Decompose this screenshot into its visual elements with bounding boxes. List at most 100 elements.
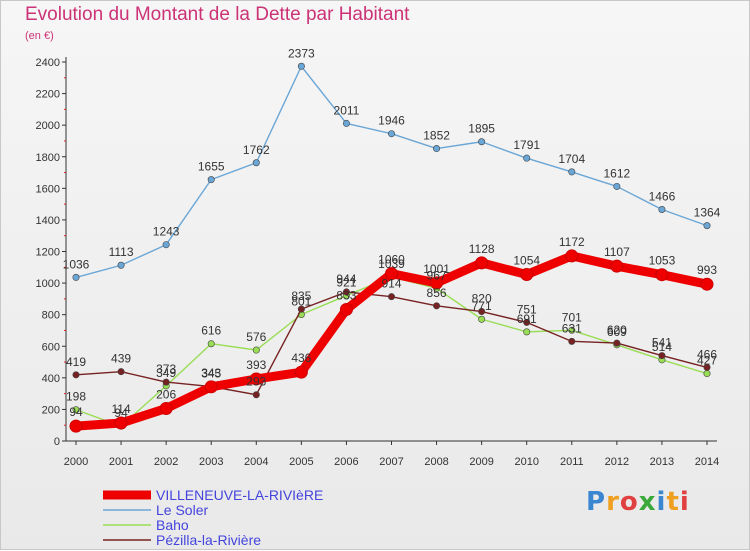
legend-label: Le Soler <box>156 502 208 518</box>
data-label: 835 <box>291 289 311 303</box>
data-label: 921 <box>336 276 356 290</box>
data-point <box>207 176 215 184</box>
data-point <box>72 371 80 379</box>
legend-label: Pézilla-la-Rivière <box>156 532 261 548</box>
data-point <box>430 276 444 290</box>
data-point <box>478 138 486 146</box>
data-label: 1113 <box>109 245 134 259</box>
data-label: 691 <box>517 312 537 326</box>
data-label: 833 <box>336 288 356 302</box>
data-label: 1001 <box>423 262 450 276</box>
data-label: 1704 <box>558 152 585 166</box>
data-label: 771 <box>472 299 492 313</box>
data-point <box>69 419 83 433</box>
data-point <box>117 368 125 376</box>
data-point <box>294 365 308 379</box>
y-tick-label: 1600 <box>36 183 60 195</box>
data-point <box>568 337 576 345</box>
data-point <box>613 339 621 347</box>
data-point <box>568 326 576 334</box>
data-label: 1036 <box>63 257 90 271</box>
data-point <box>252 346 260 354</box>
x-tick-label: 2008 <box>424 456 448 468</box>
y-tick-label: 1200 <box>36 247 60 259</box>
x-tick-label: 2014 <box>695 456 719 468</box>
data-label: 1612 <box>604 166 631 180</box>
legend-label: VILLENEUVE-LA-RIVIèRE <box>156 487 323 503</box>
data-point <box>342 288 350 296</box>
data-label: 1791 <box>513 138 540 152</box>
data-label: 1060 <box>378 253 405 267</box>
x-tick-label: 2006 <box>334 456 358 468</box>
data-label: 206 <box>156 387 176 401</box>
y-tick-label: 1800 <box>36 152 60 164</box>
x-tick-label: 2012 <box>605 456 629 468</box>
x-tick-label: 2003 <box>199 456 223 468</box>
data-point <box>252 391 260 399</box>
chart-title: Evolution du Montant de la Dette par Hab… <box>25 4 410 25</box>
data-point <box>475 256 489 270</box>
data-label: 914 <box>381 277 401 291</box>
data-label: 620 <box>607 323 627 337</box>
data-label: 198 <box>66 390 86 404</box>
data-label: 967 <box>427 268 447 282</box>
y-tick-label: 800 <box>42 310 60 322</box>
data-label: 1946 <box>378 114 405 128</box>
data-point <box>658 205 666 213</box>
x-tick-label: 2005 <box>289 456 313 468</box>
data-label: 1054 <box>513 254 540 268</box>
data-label: 993 <box>697 263 717 277</box>
y-tick-label: 2200 <box>36 89 60 101</box>
data-point <box>523 318 531 326</box>
data-label: 436 <box>291 351 311 365</box>
data-label: 1053 <box>649 254 676 268</box>
y-tick-label: 400 <box>42 373 60 385</box>
data-point <box>610 259 624 273</box>
y-tick-label: 2400 <box>36 57 60 69</box>
data-label: 2373 <box>288 46 315 60</box>
data-point <box>249 372 263 386</box>
data-label: 1172 <box>559 235 585 249</box>
data-label: 1039 <box>378 257 405 271</box>
data-label: 576 <box>246 330 266 344</box>
data-point <box>478 308 486 316</box>
data-label: 349 <box>156 366 176 380</box>
data-point <box>433 302 441 310</box>
data-point <box>72 273 80 281</box>
data-point <box>252 159 260 167</box>
data-label: 944 <box>336 272 356 286</box>
data-label: 293 <box>246 375 266 389</box>
data-label: 393 <box>246 358 266 372</box>
data-label: 94 <box>114 406 128 420</box>
x-tick-label: 2010 <box>514 456 538 468</box>
x-tick-label: 2000 <box>64 456 88 468</box>
data-label: 820 <box>472 292 492 306</box>
data-label: 609 <box>607 325 627 339</box>
data-label: 94 <box>69 405 83 419</box>
data-point <box>117 261 125 269</box>
x-tick-label: 2001 <box>109 456 133 468</box>
data-label: 419 <box>66 355 86 369</box>
data-label: 1466 <box>649 189 676 203</box>
data-point <box>658 352 666 360</box>
legend-label: Baho <box>156 517 189 533</box>
data-label: 343 <box>201 366 221 380</box>
data-point <box>565 249 579 263</box>
data-point <box>703 363 711 371</box>
data-label: 1762 <box>243 143 270 157</box>
data-point <box>385 267 398 281</box>
data-point <box>387 293 395 301</box>
data-point <box>568 168 576 176</box>
data-label: 345 <box>201 367 221 381</box>
data-point <box>523 328 531 336</box>
data-point <box>703 370 711 378</box>
y-tick-label: 0 <box>54 436 60 448</box>
data-label: 801 <box>291 295 311 309</box>
data-label: 1107 <box>604 245 630 259</box>
x-tick-label: 2004 <box>244 456 268 468</box>
data-point <box>703 222 711 230</box>
data-label: 751 <box>517 302 537 316</box>
y-tick-label: 2000 <box>36 120 60 132</box>
data-point <box>339 302 353 316</box>
